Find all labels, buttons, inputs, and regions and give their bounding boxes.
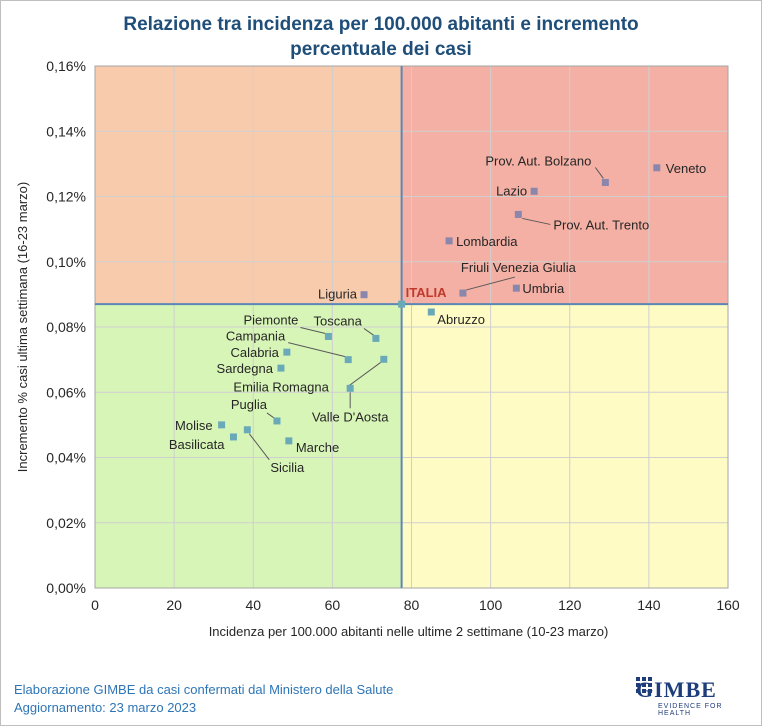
x-tick-label: 120 <box>558 597 582 613</box>
footer-updated: Aggiornamento: 23 marzo 2023 <box>14 700 197 715</box>
data-point <box>324 332 332 340</box>
data-point <box>283 348 291 356</box>
data-label: Lombardia <box>456 234 518 249</box>
data-label: Calabria <box>230 345 279 360</box>
grid-logo-icon <box>636 677 652 693</box>
data-point <box>243 426 251 434</box>
leader-line <box>288 342 346 358</box>
footer-source: Elaborazione GIMBE da casi confermati da… <box>14 682 394 697</box>
reference-point <box>398 300 406 308</box>
data-point <box>530 187 538 195</box>
data-label: Piemonte <box>243 312 298 327</box>
data-point <box>285 437 293 445</box>
y-tick-label: 0,10% <box>46 254 86 270</box>
logo-subtext: EVIDENCE FOR HEALTH <box>658 703 723 717</box>
data-label: Prov. Aut. Bolzano <box>485 153 591 168</box>
data-label: Campania <box>226 329 286 344</box>
y-tick-label: 0,14% <box>46 123 86 139</box>
gimbe-logo: GIMBE EVIDENCE FOR HEALTH <box>636 677 736 717</box>
data-point <box>346 384 354 392</box>
data-point <box>229 433 237 441</box>
x-tick-label: 0 <box>91 597 99 613</box>
data-label: Friuli Venezia Giulia <box>461 260 577 275</box>
data-label: Liguria <box>318 287 358 302</box>
leader-line <box>522 217 551 225</box>
data-point <box>445 237 453 245</box>
data-label: Emilia Romagna <box>233 379 329 394</box>
quadrant-top-left <box>95 66 402 305</box>
x-axis-title: Incidenza per 100.000 abitanti nelle ult… <box>209 624 609 639</box>
data-point <box>372 334 380 342</box>
y-tick-label: 0,08% <box>46 319 86 335</box>
data-point <box>459 289 467 297</box>
data-point <box>653 164 661 172</box>
x-tick-label: 40 <box>245 597 261 613</box>
data-label: Toscana <box>313 313 362 328</box>
data-point <box>427 308 435 316</box>
leader-line <box>363 328 375 336</box>
y-tick-label: 0,02% <box>46 515 86 531</box>
data-label: Sardegna <box>217 361 274 376</box>
leader-line <box>465 276 516 291</box>
chart-title-line1: Relazione tra incidenza per 100.000 abit… <box>123 14 639 35</box>
y-tick-label: 0,04% <box>46 450 86 466</box>
data-point <box>344 356 352 364</box>
leader-line <box>300 326 326 334</box>
quadrant-top-right <box>401 66 728 305</box>
leader-line <box>248 433 270 461</box>
data-point <box>218 421 226 429</box>
y-tick-label: 0,06% <box>46 384 86 400</box>
data-label: Prov. Aut. Trento <box>553 217 649 232</box>
x-tick-label: 60 <box>325 597 341 613</box>
data-point <box>380 355 388 363</box>
quadrant-bottom-left <box>95 304 402 588</box>
x-tick-label: 100 <box>479 597 503 613</box>
y-tick-label: 0,16% <box>46 58 86 74</box>
data-point <box>512 284 520 292</box>
quadrant-bottom-right <box>401 304 728 588</box>
y-tick-label: 0,00% <box>46 580 86 596</box>
data-label: Marche <box>296 440 339 455</box>
data-label: Lazio <box>496 183 527 198</box>
data-label: Sicilia <box>270 460 305 475</box>
data-point <box>277 364 285 372</box>
chart-title: Relazione tra incidenza per 100.000 abit… <box>0 12 762 62</box>
data-label: Puglia <box>231 397 268 412</box>
data-label: Valle D'Aosta <box>312 409 389 424</box>
data-label: Molise <box>175 418 213 433</box>
data-point <box>514 210 522 218</box>
x-tick-label: 20 <box>166 597 182 613</box>
leader-line <box>346 361 382 388</box>
data-label: Abruzzo <box>437 312 485 327</box>
data-label: Veneto <box>666 161 707 176</box>
data-label: Umbria <box>522 281 565 296</box>
data-label: Basilicata <box>169 437 225 452</box>
y-tick-label: 0,12% <box>46 189 86 205</box>
footer: Elaborazione GIMBE da casi confermati da… <box>14 681 393 717</box>
x-tick-label: 160 <box>716 597 740 613</box>
x-tick-label: 80 <box>404 597 420 613</box>
x-tick-label: 140 <box>637 597 661 613</box>
plot-border <box>94 65 729 589</box>
reference-label: ITALIA <box>406 285 448 300</box>
y-axis-title: Incremento % casi ultima settimana (16-2… <box>15 182 30 472</box>
leader-line <box>266 412 275 419</box>
chart-title-line2: percentuale dei casi <box>290 39 472 60</box>
leader-line <box>594 167 604 179</box>
data-point <box>273 417 281 425</box>
data-point <box>360 291 368 299</box>
data-point <box>601 178 609 186</box>
